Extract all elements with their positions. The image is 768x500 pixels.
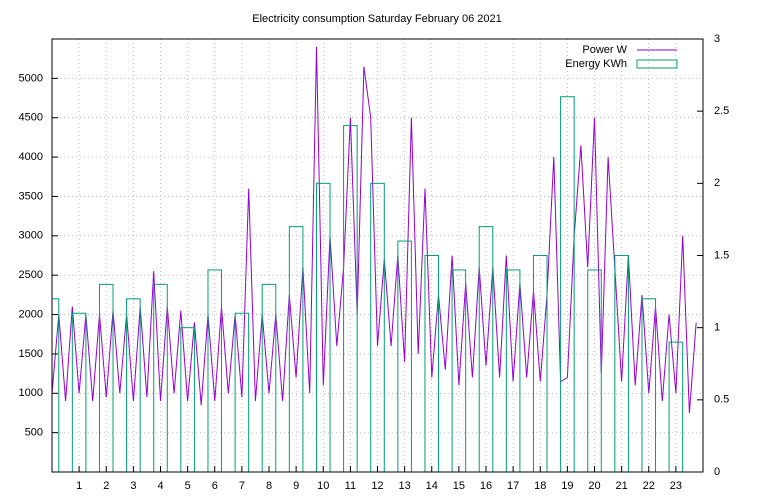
x-tick-label: 16 xyxy=(480,480,492,492)
y2-tick-label: 0.5 xyxy=(714,394,729,406)
x-tick-label: 15 xyxy=(453,480,465,492)
x-tick-label: 7 xyxy=(239,480,245,492)
y-tick-label: 2000 xyxy=(19,308,43,320)
y-tick-label: 4500 xyxy=(19,112,43,124)
y-tick-label: 3000 xyxy=(19,230,43,242)
x-tick-label: 12 xyxy=(371,480,383,492)
legend-label: Power W xyxy=(582,44,627,56)
x-tick-label: 22 xyxy=(643,480,655,492)
y2-tick-label: 2.5 xyxy=(714,105,729,117)
y-tick-label: 3500 xyxy=(19,190,43,202)
x-tick-label: 8 xyxy=(266,480,272,492)
y2-tick-label: 0 xyxy=(714,466,720,478)
y-tick-label: 5000 xyxy=(19,72,43,84)
legend-swatch xyxy=(636,59,678,69)
chart-title: Electricity consumption Saturday Februar… xyxy=(252,13,501,25)
x-tick-label: 23 xyxy=(670,480,682,492)
y-tick-label: 2500 xyxy=(19,269,43,281)
legend-label: Energy KWh xyxy=(565,58,627,70)
x-tick-label: 20 xyxy=(588,480,600,492)
x-tick-label: 2 xyxy=(103,480,109,492)
x-tick-label: 9 xyxy=(293,480,299,492)
y2-tick-label: 3 xyxy=(714,33,720,45)
x-tick-label: 13 xyxy=(399,480,411,492)
x-tick-label: 21 xyxy=(616,480,628,492)
x-tick-label: 11 xyxy=(345,480,356,492)
energy-box xyxy=(207,269,223,473)
x-tick-label: 19 xyxy=(561,480,573,492)
y2-tick-label: 2 xyxy=(714,177,720,189)
y-tick-label: 500 xyxy=(25,427,43,439)
power-line xyxy=(51,46,697,414)
x-tick-label: 4 xyxy=(157,480,163,492)
y-tick-label: 1500 xyxy=(19,348,43,360)
y2-tick-label: 1 xyxy=(714,322,720,334)
energy-box xyxy=(126,298,141,473)
x-tick-label: 14 xyxy=(426,480,438,492)
x-tick-label: 10 xyxy=(317,480,329,492)
x-tick-label: 17 xyxy=(507,480,519,492)
x-tick-label: 5 xyxy=(185,480,191,492)
plot-border xyxy=(51,38,704,473)
y2-tick-label: 1.5 xyxy=(714,249,729,261)
y-tick-label: 4000 xyxy=(19,151,43,163)
x-tick-label: 6 xyxy=(212,480,218,492)
x-tick-label: 18 xyxy=(534,480,546,492)
x-tick-label: 1 xyxy=(76,480,82,492)
x-tick-label: 3 xyxy=(130,480,136,492)
energy-box xyxy=(343,125,358,473)
y-tick-label: 1000 xyxy=(19,387,43,399)
